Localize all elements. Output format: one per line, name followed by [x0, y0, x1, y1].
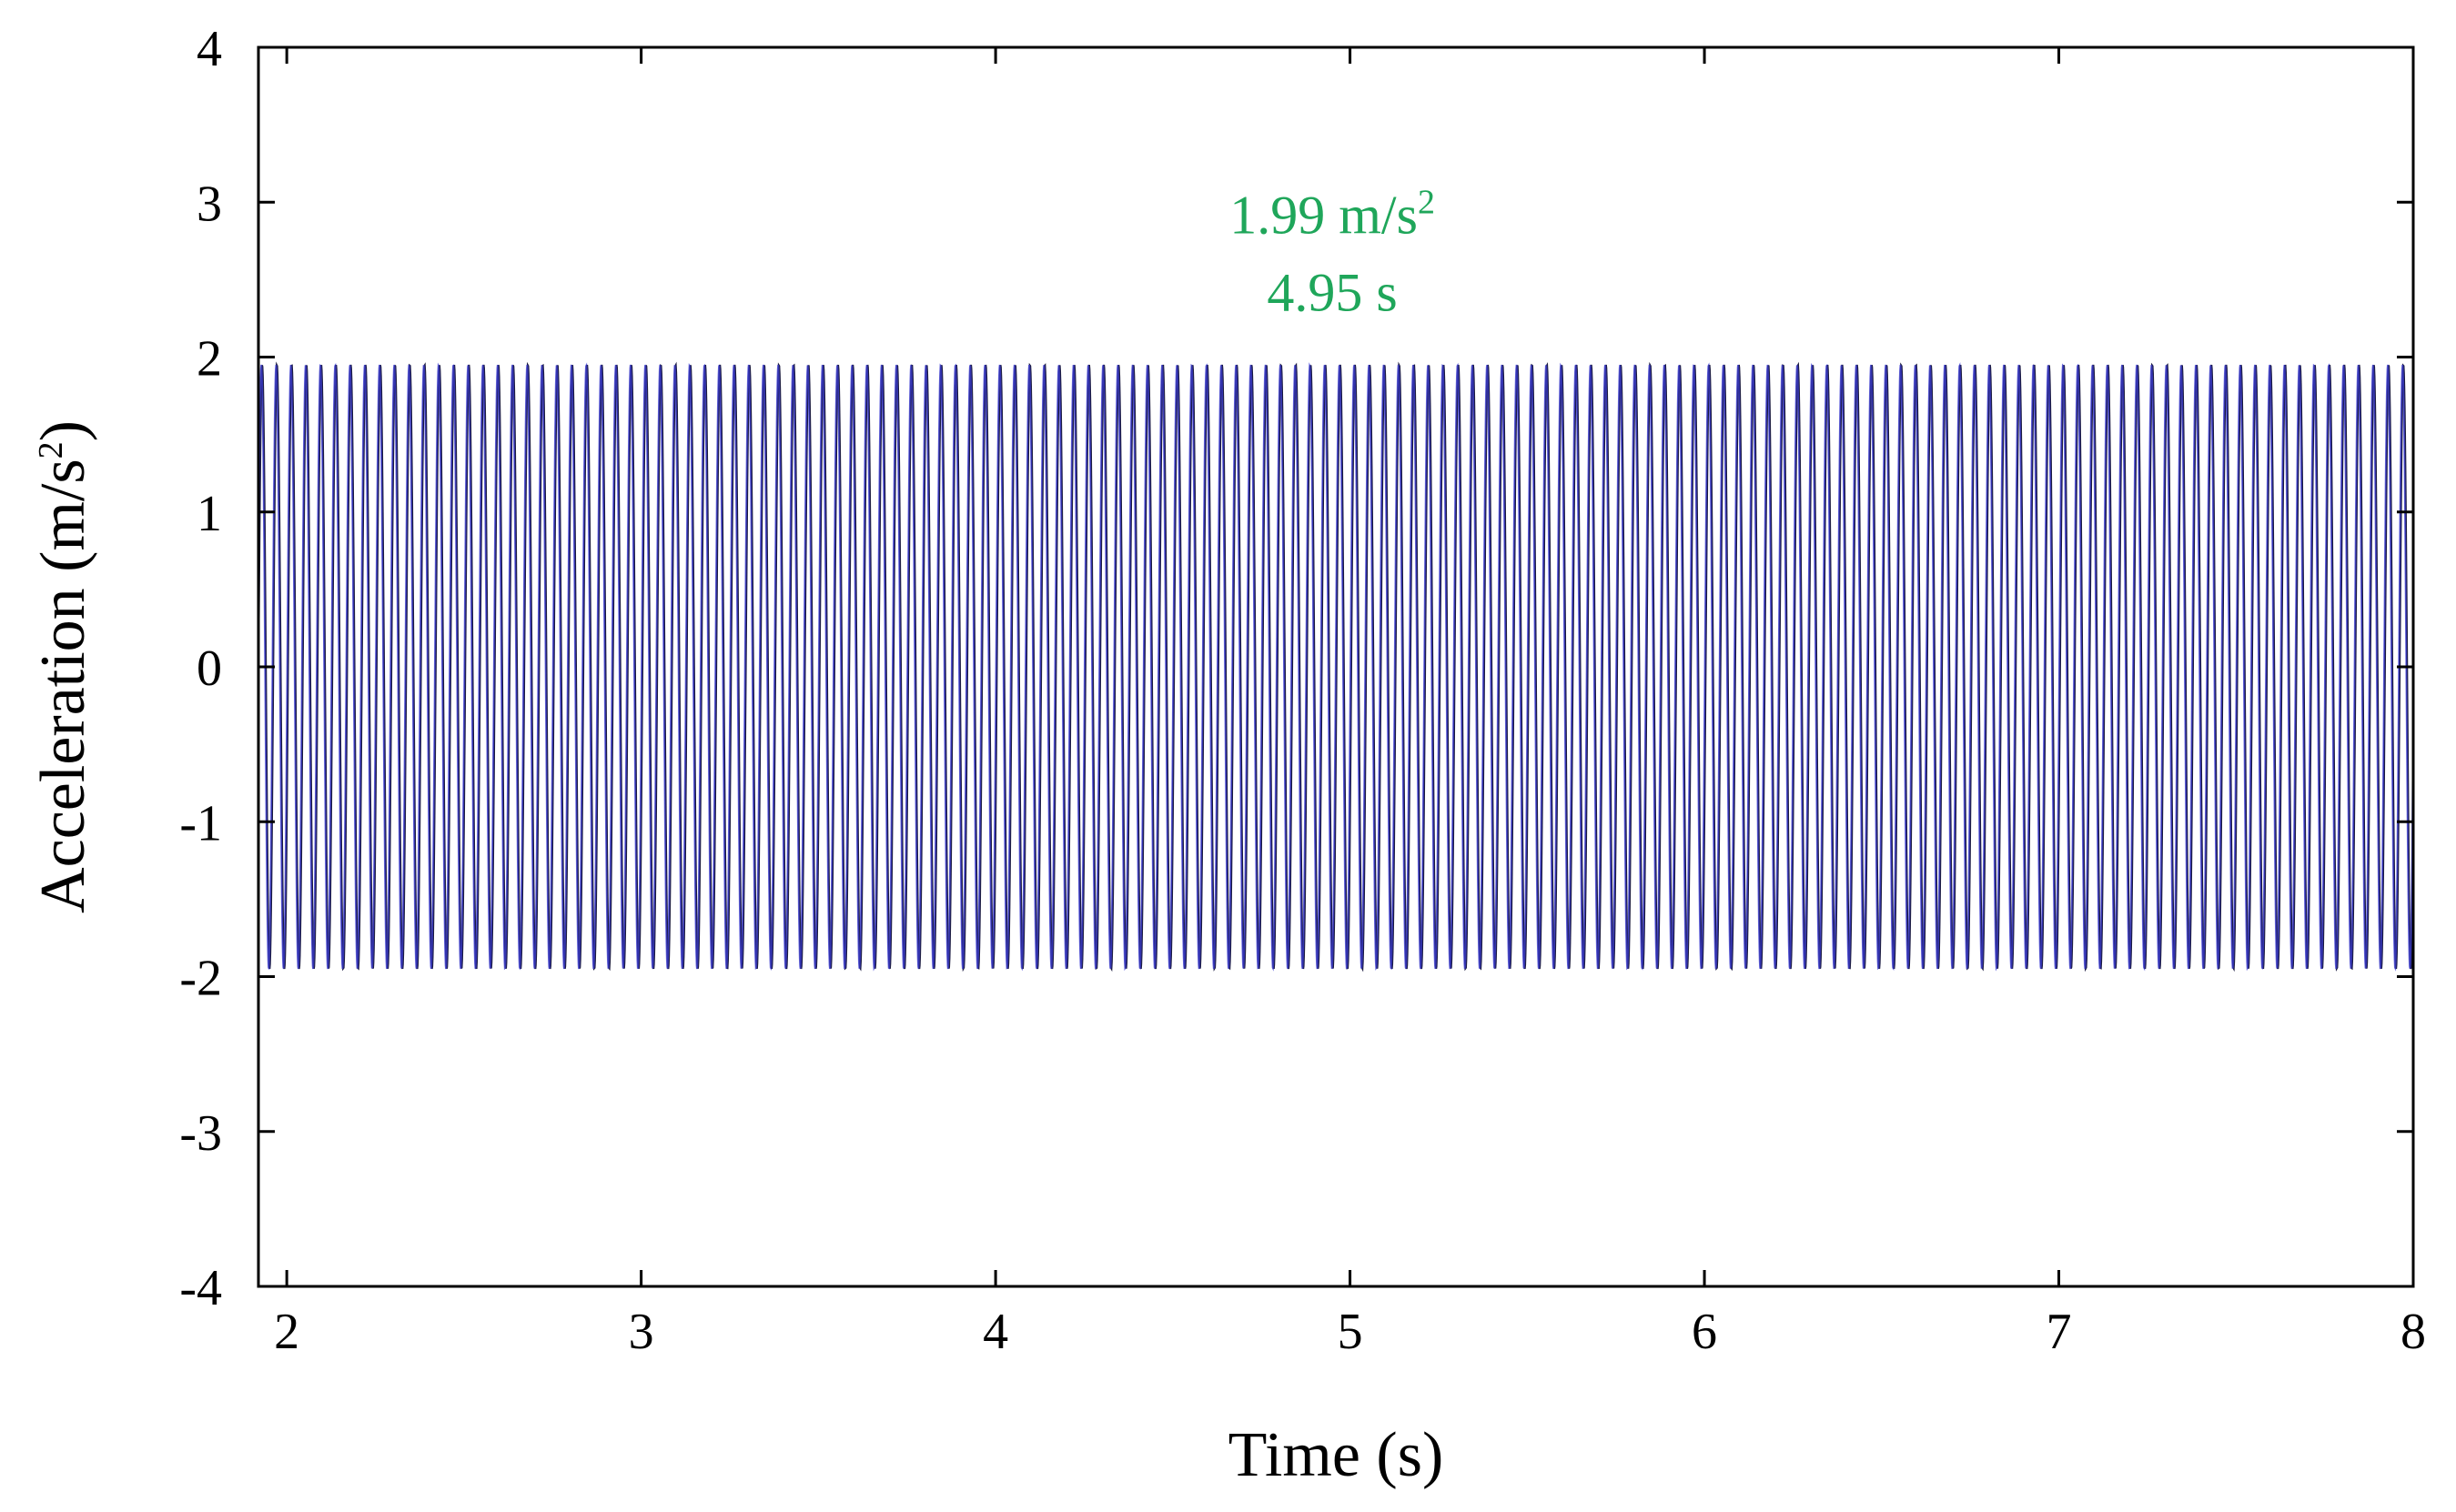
annotations-layer: 1.99 m/s2 4.95 s — [1229, 183, 1435, 322]
y-axis-title-tail: ) — [28, 420, 98, 441]
y-tick-label: 3 — [197, 176, 222, 232]
y-tick-label: 4 — [197, 21, 222, 77]
y-tick-label: -2 — [179, 951, 222, 1007]
series-line-2 — [258, 362, 2414, 972]
y-tick-label: 1 — [197, 486, 222, 542]
y-tick-label: -1 — [179, 795, 222, 852]
x-tick-label: 8 — [2400, 1304, 2426, 1360]
series-layer — [257, 361, 2415, 973]
x-tick-label: 6 — [1692, 1304, 1717, 1360]
y-tick-label: -4 — [179, 1260, 222, 1316]
y-axis-title-sup: 2 — [32, 441, 70, 459]
x-tick-label: 3 — [629, 1304, 654, 1360]
annotation-label: 1.99 m/s2 — [1229, 183, 1435, 245]
y-tick-label: 2 — [197, 331, 222, 388]
x-axis-title: Time (s) — [1228, 1420, 1444, 1490]
y-tick-label: 0 — [197, 640, 222, 697]
y-axis-title-base: Acceleration (m/s — [28, 459, 98, 913]
ticks-layer: 2 3 4 5 6 7 8 4 3 2 1 0 -1 -2 -3 -4 — [179, 21, 2426, 1360]
y-axis-title: Acceleration (m/s2) — [28, 420, 98, 913]
annotation-label: 4.95 s — [1267, 262, 1397, 322]
x-tick-label: 4 — [983, 1304, 1008, 1360]
x-tick-label: 7 — [2047, 1304, 2072, 1360]
x-tick-label: 5 — [1338, 1304, 1363, 1360]
x-tick-label: 2 — [274, 1304, 299, 1360]
y-tick-label: -3 — [179, 1105, 222, 1162]
